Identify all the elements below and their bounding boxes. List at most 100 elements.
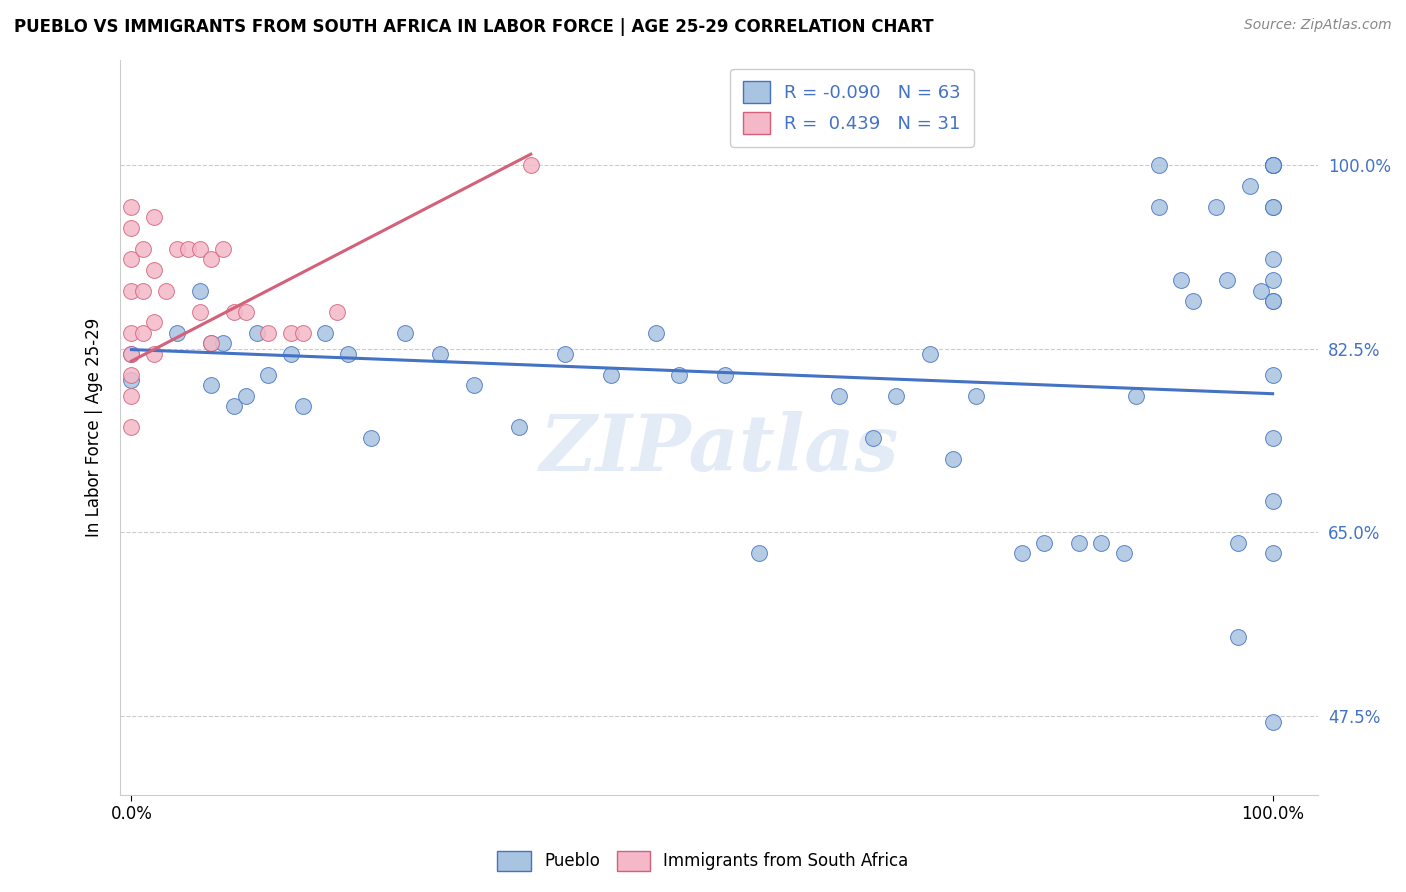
Point bbox=[429, 347, 451, 361]
Point bbox=[291, 326, 314, 340]
Point bbox=[1261, 158, 1284, 172]
Legend: R = -0.090   N = 63, R =  0.439   N = 31: R = -0.090 N = 63, R = 0.439 N = 31 bbox=[730, 69, 974, 147]
Point bbox=[1216, 273, 1239, 287]
Point bbox=[120, 252, 142, 267]
Point bbox=[828, 389, 851, 403]
Point bbox=[120, 368, 142, 382]
Point bbox=[120, 420, 142, 434]
Point bbox=[188, 242, 211, 256]
Point bbox=[884, 389, 907, 403]
Point bbox=[143, 262, 166, 277]
Point bbox=[120, 347, 142, 361]
Point bbox=[188, 284, 211, 298]
Point bbox=[1261, 252, 1284, 267]
Point bbox=[1261, 158, 1284, 172]
Point bbox=[394, 326, 416, 340]
Point bbox=[235, 305, 257, 319]
Point bbox=[1261, 368, 1284, 382]
Point bbox=[965, 389, 987, 403]
Point bbox=[1227, 631, 1250, 645]
Point bbox=[1033, 536, 1056, 550]
Point bbox=[166, 326, 188, 340]
Point bbox=[1125, 389, 1147, 403]
Point bbox=[200, 252, 222, 267]
Point bbox=[1170, 273, 1192, 287]
Point bbox=[166, 242, 188, 256]
Point bbox=[120, 326, 142, 340]
Point bbox=[1181, 294, 1204, 309]
Point bbox=[942, 451, 965, 466]
Point bbox=[120, 373, 142, 387]
Point bbox=[337, 347, 360, 361]
Point bbox=[1114, 546, 1136, 560]
Point bbox=[155, 284, 177, 298]
Point bbox=[132, 284, 155, 298]
Point bbox=[463, 378, 485, 392]
Point bbox=[1261, 158, 1284, 172]
Point bbox=[1147, 200, 1170, 214]
Point bbox=[143, 347, 166, 361]
Point bbox=[326, 305, 349, 319]
Point bbox=[1011, 546, 1033, 560]
Point bbox=[200, 378, 222, 392]
Point bbox=[862, 431, 884, 445]
Point bbox=[1250, 284, 1272, 298]
Point bbox=[211, 336, 233, 351]
Point bbox=[714, 368, 737, 382]
Point bbox=[120, 200, 142, 214]
Text: ZIPatlas: ZIPatlas bbox=[540, 411, 898, 488]
Point bbox=[143, 315, 166, 329]
Point bbox=[188, 305, 211, 319]
Point bbox=[1261, 294, 1284, 309]
Point bbox=[1261, 494, 1284, 508]
Point bbox=[554, 347, 576, 361]
Point bbox=[235, 389, 257, 403]
Point bbox=[920, 347, 942, 361]
Point bbox=[599, 368, 621, 382]
Point bbox=[200, 336, 222, 351]
Point bbox=[1147, 158, 1170, 172]
Text: PUEBLO VS IMMIGRANTS FROM SOUTH AFRICA IN LABOR FORCE | AGE 25-29 CORRELATION CH: PUEBLO VS IMMIGRANTS FROM SOUTH AFRICA I… bbox=[14, 18, 934, 36]
Point bbox=[1261, 431, 1284, 445]
Point bbox=[132, 242, 155, 256]
Point bbox=[1261, 273, 1284, 287]
Point bbox=[280, 326, 302, 340]
Point bbox=[222, 400, 245, 414]
Point bbox=[246, 326, 269, 340]
Point bbox=[120, 220, 142, 235]
Point bbox=[360, 431, 382, 445]
Text: Source: ZipAtlas.com: Source: ZipAtlas.com bbox=[1244, 18, 1392, 32]
Point bbox=[1261, 714, 1284, 729]
Point bbox=[1227, 536, 1250, 550]
Point bbox=[748, 546, 770, 560]
Point bbox=[314, 326, 336, 340]
Point bbox=[222, 305, 245, 319]
Point bbox=[200, 336, 222, 351]
Point bbox=[143, 210, 166, 224]
Point bbox=[668, 368, 690, 382]
Legend: Pueblo, Immigrants from South Africa: Pueblo, Immigrants from South Africa bbox=[489, 842, 917, 880]
Point bbox=[1239, 178, 1261, 193]
Point bbox=[280, 347, 302, 361]
Point bbox=[211, 242, 233, 256]
Point bbox=[257, 326, 280, 340]
Point bbox=[132, 326, 155, 340]
Point bbox=[291, 400, 314, 414]
Point bbox=[1261, 158, 1284, 172]
Point bbox=[520, 158, 543, 172]
Point bbox=[1067, 536, 1090, 550]
Point bbox=[1261, 294, 1284, 309]
Point bbox=[508, 420, 530, 434]
Point bbox=[120, 284, 142, 298]
Y-axis label: In Labor Force | Age 25-29: In Labor Force | Age 25-29 bbox=[86, 318, 103, 537]
Point bbox=[1261, 200, 1284, 214]
Point bbox=[645, 326, 668, 340]
Point bbox=[1090, 536, 1112, 550]
Point bbox=[177, 242, 200, 256]
Point bbox=[1205, 200, 1227, 214]
Point bbox=[257, 368, 280, 382]
Point bbox=[120, 347, 142, 361]
Point bbox=[120, 389, 142, 403]
Point bbox=[1261, 200, 1284, 214]
Point bbox=[1261, 546, 1284, 560]
